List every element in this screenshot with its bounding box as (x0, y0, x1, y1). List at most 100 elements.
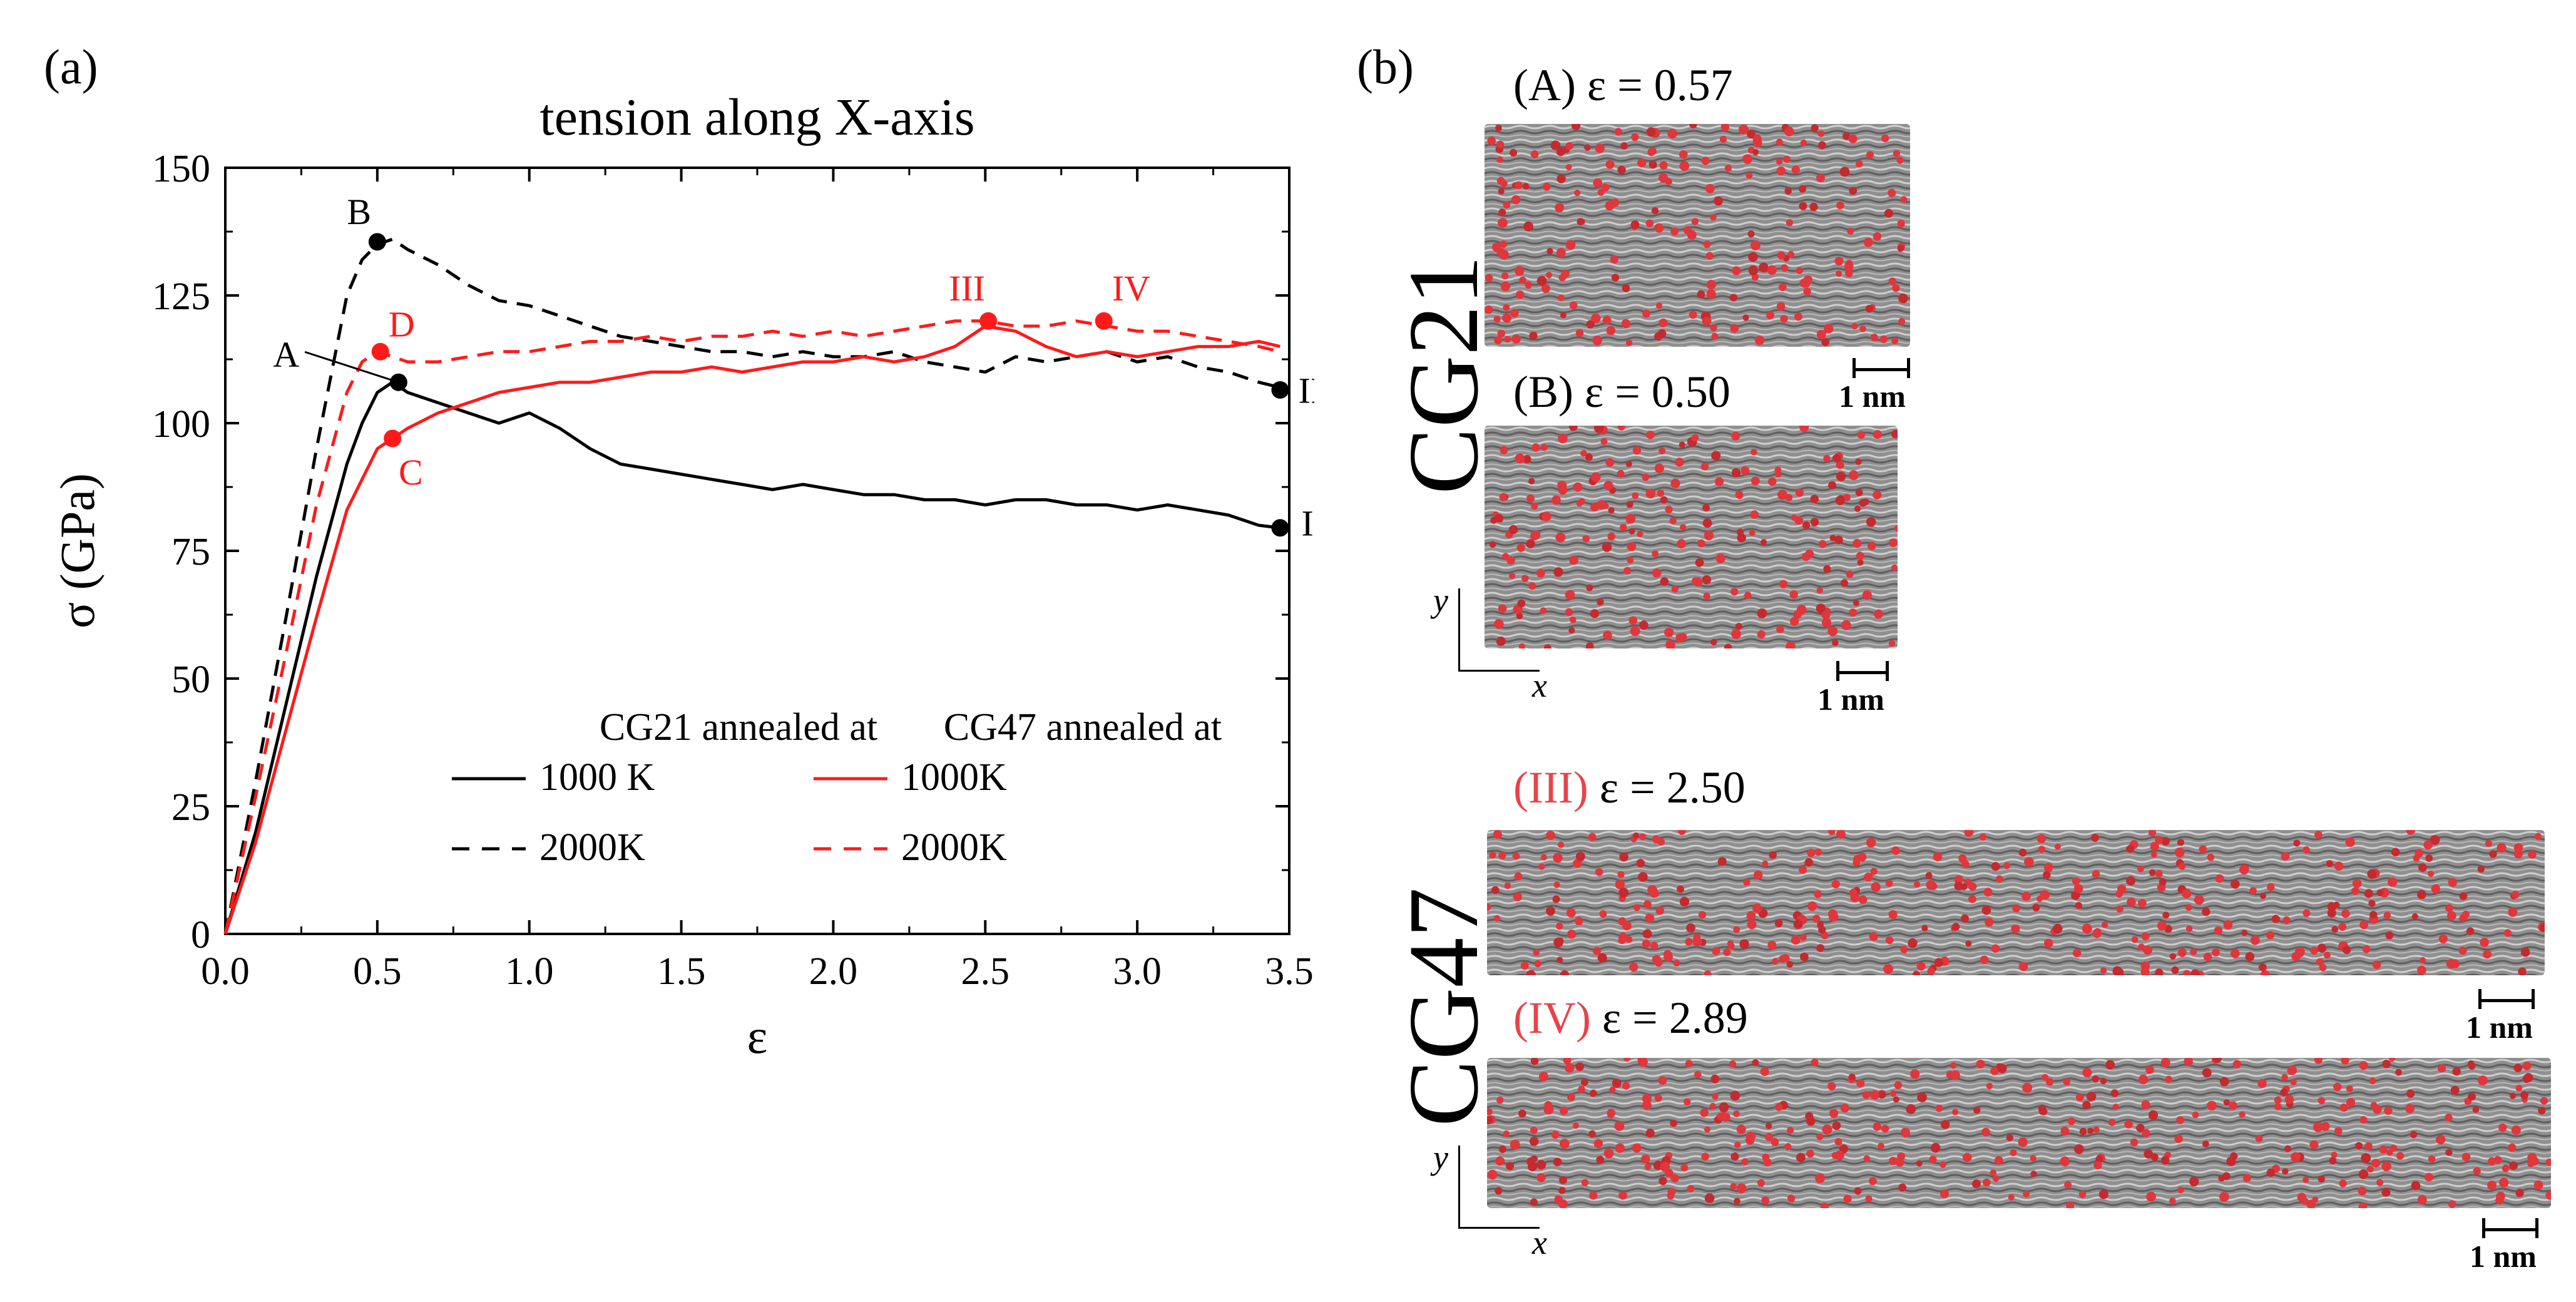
atom-dot (1952, 1109, 1959, 1115)
atom-dot (2410, 1130, 2418, 1139)
atom-dot (2160, 1058, 2170, 1067)
atom-dot (2018, 848, 2027, 857)
atom-dot (1810, 518, 1819, 526)
atom-dot (2333, 1082, 2342, 1092)
atom-dot (1490, 516, 1498, 524)
atom-dot (1856, 1079, 1865, 1088)
atom-dot (1584, 144, 1591, 151)
atom-dot (1997, 1064, 2007, 1074)
atom-dot (1720, 124, 1730, 131)
atom-dot (2075, 1093, 2084, 1102)
atom-dot (1835, 495, 1845, 506)
atom-dot (1704, 530, 1714, 541)
atom-dot (1712, 1093, 1719, 1100)
atom-dot (1965, 940, 1972, 947)
atom-dot (2358, 1202, 2368, 1208)
atom-dot (2178, 863, 2186, 870)
atom-dot (1895, 1157, 1904, 1167)
legend-title-0: CG21 annealed at (600, 706, 877, 749)
atom-dot (2043, 871, 2051, 879)
atom-dot (1516, 612, 1523, 620)
atom-dot (1815, 1173, 1825, 1184)
atom-dot (1702, 518, 1712, 528)
atom-dot (1496, 1096, 1504, 1104)
atom-dot (2108, 1119, 2116, 1126)
atom-dot (2112, 1104, 2119, 1110)
atom-dot (1843, 493, 1851, 501)
atom-dot (1619, 852, 1628, 862)
atom-dot (2144, 1149, 2154, 1159)
atom-dot (1752, 903, 1762, 913)
atom-dot (1710, 1074, 1720, 1084)
atom-dot (2468, 1060, 2475, 1067)
atom-dot (2207, 1100, 2217, 1111)
atom-dot (1620, 523, 1627, 531)
atom-dot (1849, 888, 1858, 897)
atom-dot (1586, 584, 1593, 592)
atom-dot (1647, 148, 1655, 156)
atom-dot (2169, 1197, 2176, 1205)
atom-dot (1745, 172, 1753, 179)
atom-dot (2513, 843, 2523, 853)
atom-dot (1502, 313, 1512, 323)
atom-dot (1836, 201, 1844, 210)
atom-dot (1854, 505, 1861, 512)
marker-point-A (389, 373, 407, 391)
atom-dot (1523, 454, 1531, 464)
atom-dot (1836, 270, 1843, 277)
atom-dot (1637, 158, 1647, 168)
atom-dot (1769, 851, 1777, 859)
atom-dot (2314, 831, 2323, 839)
marker-point-III (979, 312, 998, 330)
atom-dot (1810, 495, 1819, 503)
atom-dot (1697, 290, 1705, 299)
atom-dot (2155, 870, 2163, 878)
atom-dot (1540, 854, 1547, 861)
atom-dot (2483, 950, 2492, 959)
atom-dot (1675, 633, 1685, 643)
atom-dot (1565, 141, 1574, 150)
x-tick-label-3: 1.5 (657, 950, 706, 993)
atom-dot (1612, 1079, 1622, 1089)
atom-dot (2257, 1079, 2267, 1088)
series-line-cg21-1000k-0 (223, 381, 1280, 935)
atom-dot (2143, 945, 2152, 955)
atom-dot (2274, 1096, 2282, 1104)
atom-dot (2515, 1084, 2523, 1092)
atom-dot (1891, 337, 1899, 345)
atom-dot (1602, 315, 1612, 325)
atom-dot (1660, 577, 1669, 586)
atom-dot (2448, 878, 2457, 887)
atom-dot (2352, 879, 2362, 888)
atom-dot (1754, 336, 1765, 346)
atom-dot (2169, 953, 2176, 960)
atom-dot (1862, 590, 1872, 600)
marker-point-C (384, 429, 402, 448)
atom-dot (1577, 218, 1585, 225)
atom-dot (1622, 1082, 1630, 1090)
atom-dot (1614, 128, 1622, 136)
atom-dot (1657, 490, 1665, 497)
atom-dot (2165, 1075, 2172, 1084)
x-tick-label-1: 0.5 (353, 950, 402, 993)
atom-dot (1697, 539, 1705, 548)
atom-dot (1590, 609, 1600, 618)
atom-dot (1812, 915, 1821, 923)
atom-dot (1629, 962, 1638, 972)
atom-dot (1789, 590, 1798, 599)
atom-dot (2219, 1192, 2229, 1202)
snapshot-id-a: (A) (1513, 60, 1576, 110)
atom-dot (1803, 280, 1811, 287)
atom-dot (1506, 556, 1515, 565)
marker-point-B (368, 233, 386, 251)
marker-point-II (1271, 381, 1289, 399)
atom-dot (2130, 1138, 2139, 1147)
atom-dot (2131, 936, 2139, 943)
atom-dot (1691, 434, 1699, 442)
atom-dot (2030, 1155, 2037, 1162)
atom-dot (1556, 922, 1563, 930)
atom-dot (1913, 881, 1921, 888)
atom-dot (2150, 1153, 2159, 1161)
atom-dot (2266, 931, 2275, 940)
atom-dot (1632, 492, 1639, 500)
